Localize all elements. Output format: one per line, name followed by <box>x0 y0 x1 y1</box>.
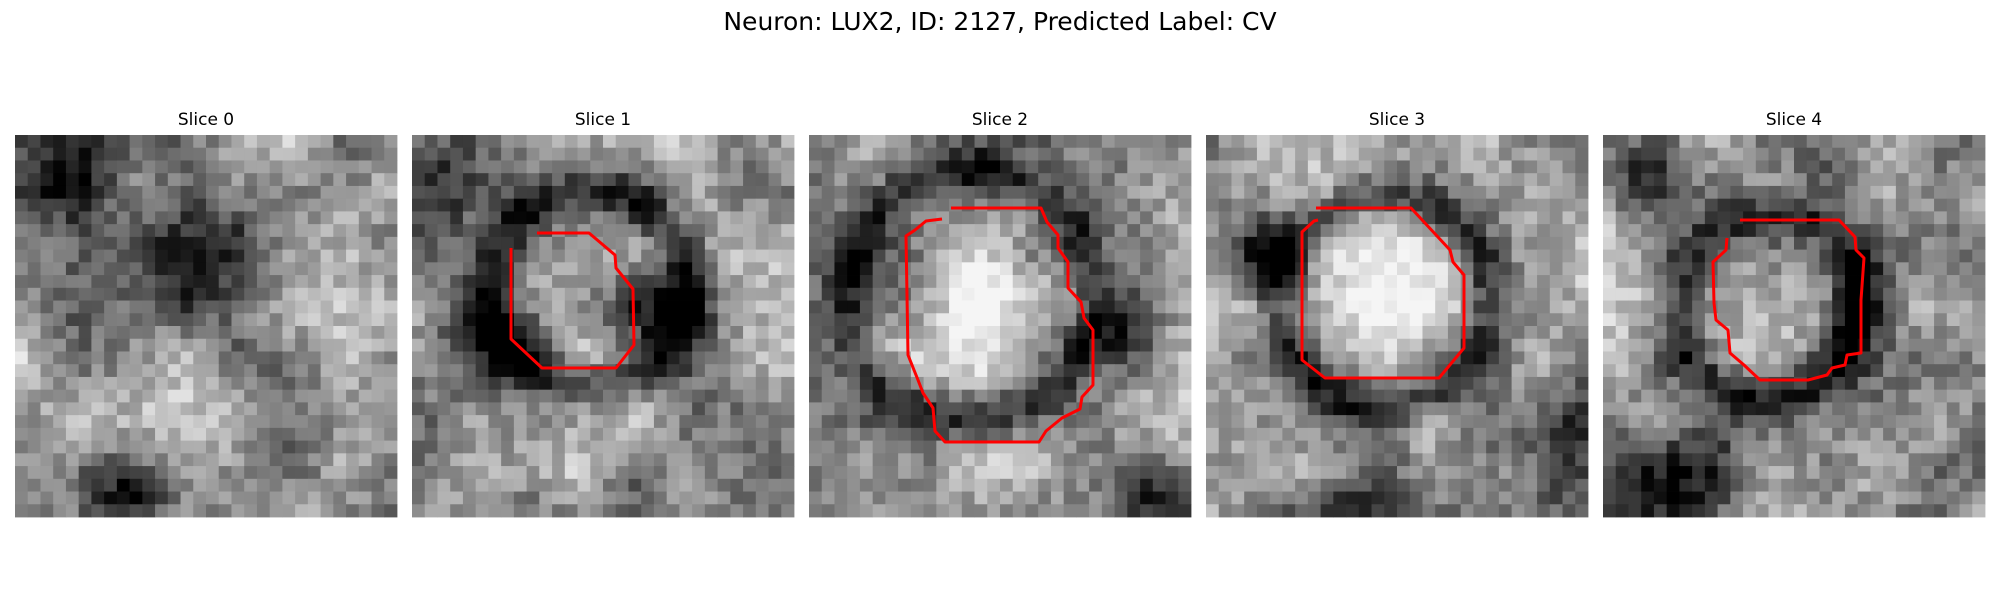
slice-title-0: Slice 0 <box>178 110 234 130</box>
slice-image-0 <box>15 135 398 518</box>
slice-panel-3: Slice 3 <box>1206 110 1589 518</box>
segmentation-contour-2 <box>904 206 1095 444</box>
slice-image-3 <box>1206 135 1589 518</box>
segmentation-contour-4 <box>1711 218 1866 382</box>
slice-panel-0: Slice 0 <box>15 110 398 518</box>
slice-image-4 <box>1603 135 1986 518</box>
slice-title-2: Slice 2 <box>972 110 1028 130</box>
slice-title-3: Slice 3 <box>1369 110 1425 130</box>
slice-image-1 <box>412 135 795 518</box>
slice-image-2 <box>809 135 1192 518</box>
slice-panel-1: Slice 1 <box>412 110 795 518</box>
segmentation-contour-1 <box>509 231 636 370</box>
slice-panel-4: Slice 4 <box>1603 110 1986 518</box>
figure-title: Neuron: LUX2, ID: 2127, Predicted Label:… <box>723 7 1276 36</box>
slice-title-4: Slice 4 <box>1766 110 1822 130</box>
segmentation-contour-3 <box>1300 206 1466 380</box>
slice-title-1: Slice 1 <box>575 110 631 130</box>
slice-panel-2: Slice 2 <box>809 110 1192 518</box>
